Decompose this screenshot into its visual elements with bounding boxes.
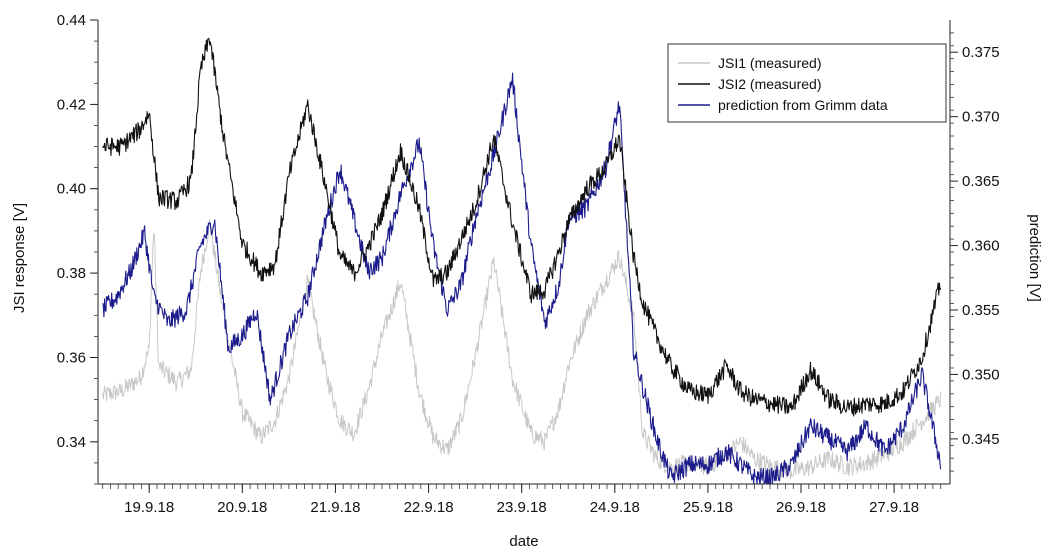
series-layer	[102, 37, 942, 485]
series-line-jsi2	[102, 37, 942, 417]
x-tick-label: 22.9.18	[404, 499, 454, 516]
x-axis-title: date	[509, 533, 538, 550]
x-tick-label: 23.9.18	[497, 499, 547, 516]
series-line-jsi1	[102, 218, 942, 480]
x-tick-label: 21.9.18	[310, 499, 360, 516]
y-left-tick-label: 0.44	[57, 12, 86, 29]
y-left-tick-label: 0.38	[57, 265, 86, 282]
x-tick-label: 24.9.18	[590, 499, 640, 516]
legend-label-jsi2: JSI2 (measured)	[718, 76, 821, 92]
legend: JSI1 (measured) JSI2 (measured) predicti…	[667, 43, 947, 123]
legend-label-jsi1: JSI1 (measured)	[718, 55, 821, 71]
legend-label-prediction: prediction from Grimm data	[718, 97, 888, 113]
x-tick-label: 20.9.18	[217, 499, 267, 516]
y-left-tick-label: 0.36	[57, 350, 86, 367]
legend-box	[667, 43, 947, 123]
x-tick-label: 19.9.18	[124, 499, 174, 516]
series-line-prediction	[102, 72, 942, 485]
y-axis-right-title: prediction [V]	[1026, 214, 1043, 302]
y-axis-left-title: JSI response [V]	[11, 203, 28, 313]
y-right-tick-label: 0.365	[962, 173, 1000, 190]
x-tick-label: 26.9.18	[776, 499, 826, 516]
y-right-tick-label: 0.350	[962, 366, 1000, 383]
axes-layer: 19.9.18 20.9.18 21.9.18 22.9.18 23.9.18 24.9.…	[57, 12, 1000, 516]
y-right-tick-label: 0.370	[962, 109, 1000, 126]
y-left-tick-label: 0.34	[57, 434, 86, 451]
y-left-tick-label: 0.42	[57, 96, 86, 113]
y-right-tick-label: 0.355	[962, 302, 1000, 319]
y-right-tick-label: 0.360	[962, 238, 1000, 255]
x-tick-label: 27.9.18	[869, 499, 919, 516]
y-right-tick-label: 0.375	[962, 44, 1000, 61]
x-tick-label: 25.9.18	[683, 499, 733, 516]
y-left-tick-label: 0.40	[57, 181, 86, 198]
y-right-tick-label: 0.345	[962, 431, 1000, 448]
